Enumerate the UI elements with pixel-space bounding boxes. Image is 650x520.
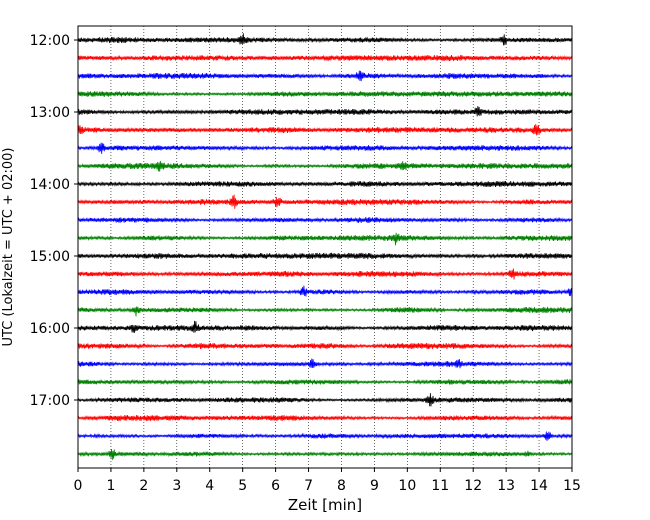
- x-tick-label: 12: [464, 478, 482, 494]
- x-tick-label: 13: [497, 478, 515, 494]
- x-tick-label: 11: [431, 478, 449, 494]
- x-tick-label: 14: [530, 478, 548, 494]
- x-tick-label: 6: [271, 478, 280, 494]
- x-tick-label: 4: [205, 478, 214, 494]
- x-tick-label: 8: [337, 478, 346, 494]
- x-tick-label: 0: [74, 478, 83, 494]
- x-axis-label: Zeit [min]: [288, 496, 362, 514]
- x-tick-label: 7: [304, 478, 313, 494]
- y-tick-label: 13:00: [30, 105, 70, 121]
- y-axis-ticks: 12:00 13:00 14:00 15:00 16:00 17:00: [30, 33, 78, 409]
- x-tick-label: 15: [563, 478, 581, 494]
- x-tick-label: 1: [106, 478, 115, 494]
- x-axis-ticks: 0 1 2 3 4 5 6 7 8 9 10 11 12 13 14 15: [74, 468, 581, 494]
- y-tick-label: 17:00: [30, 393, 70, 409]
- y-tick-label: 16:00: [30, 321, 70, 337]
- x-tick-label: 5: [238, 478, 247, 494]
- x-tick-label: 10: [398, 478, 416, 494]
- y-axis-label: UTC (Lokalzeit = UTC + 02:00): [1, 148, 16, 347]
- y-tick-label: 15:00: [30, 249, 70, 265]
- y-tick-label: 14:00: [30, 177, 70, 193]
- y-tick-label: 12:00: [30, 33, 70, 49]
- x-tick-label: 3: [172, 478, 181, 494]
- x-tick-label: 9: [370, 478, 379, 494]
- x-tick-label: 2: [139, 478, 148, 494]
